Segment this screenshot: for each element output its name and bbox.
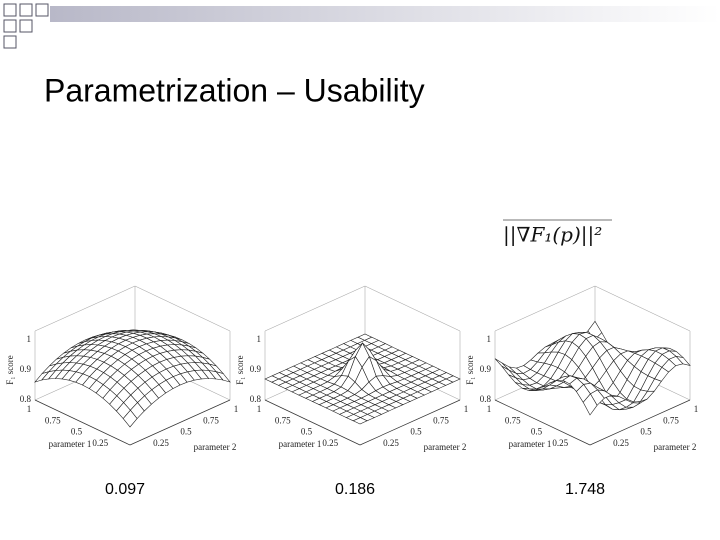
box-edge bbox=[34, 285, 136, 332]
y-tick-label: 0.25 bbox=[383, 438, 399, 448]
slide-title: Parametrization – Usability bbox=[44, 72, 425, 108]
y-axis-label: parameter 2 bbox=[654, 442, 697, 452]
z-tick-label: 1 bbox=[487, 334, 492, 344]
y-tick-label: 0.5 bbox=[640, 427, 652, 437]
axis-line bbox=[264, 399, 361, 446]
z-axis-label: F₁ score bbox=[5, 355, 15, 384]
surface-plot: 0.8 0.9 1 F₁ score 1 0.75 0.5 0.25 0.25 0.5 0.75 1 p… bbox=[5, 285, 239, 498]
axis-line bbox=[589, 399, 691, 446]
mesh-cell bbox=[122, 409, 138, 428]
x-tick-label: 0.75 bbox=[45, 415, 61, 425]
y-tick-label: 0.25 bbox=[153, 438, 169, 448]
y-axis-label: parameter 2 bbox=[424, 442, 467, 452]
y-tick-label: 0.75 bbox=[433, 415, 449, 425]
y-tick-label: 0.5 bbox=[410, 427, 422, 437]
x-tick-label: 0.75 bbox=[505, 415, 521, 425]
surface-mesh bbox=[34, 329, 231, 428]
x-tick-label: 0.25 bbox=[92, 438, 108, 448]
caption: 0.186 bbox=[335, 481, 375, 498]
mesh-cell bbox=[582, 393, 598, 416]
box-edge bbox=[364, 285, 461, 332]
z-axis-label: F₁ score bbox=[235, 355, 245, 384]
formula: ||∇F₁(p)||² bbox=[503, 223, 602, 248]
mesh-cell bbox=[352, 417, 368, 425]
x-tick-label: 0.5 bbox=[71, 427, 83, 437]
y-tick-label: 0.5 bbox=[180, 427, 192, 437]
x-axis-label: parameter 1 bbox=[279, 439, 322, 449]
header-decoration bbox=[3, 3, 720, 49]
x-tick-label: 0.75 bbox=[275, 415, 291, 425]
z-tick-label: 0.8 bbox=[20, 394, 32, 404]
z-tick-label: 1 bbox=[257, 334, 262, 344]
surface-plot: 0.8 0.9 1 F₁ score 1 0.75 0.5 0.25 0.25 0.5 0.75 1 p… bbox=[235, 285, 469, 498]
x-tick-label: 1 bbox=[487, 404, 492, 414]
z-axis-label: F₁ score bbox=[465, 355, 475, 384]
surface-mesh bbox=[494, 320, 691, 416]
y-axis-label: parameter 2 bbox=[194, 442, 237, 452]
box-edge bbox=[134, 285, 231, 332]
surface-plot: 0.8 0.9 1 F₁ score 1 0.75 0.5 0.25 0.25 0.5 0.75 1 p… bbox=[465, 285, 699, 498]
x-tick-label: 1 bbox=[27, 404, 32, 414]
y-tick-label: 1 bbox=[234, 404, 239, 414]
surface-mesh bbox=[264, 333, 461, 425]
z-tick-label: 0.8 bbox=[250, 394, 262, 404]
z-tick-label: 0.9 bbox=[480, 364, 492, 374]
x-axis-label: parameter 1 bbox=[49, 439, 92, 449]
axis-line bbox=[359, 399, 461, 446]
axis-line bbox=[34, 399, 131, 446]
box-edge bbox=[494, 285, 596, 332]
z-tick-label: 0.9 bbox=[250, 364, 262, 374]
y-tick-label: 1 bbox=[464, 404, 469, 414]
x-tick-label: 0.5 bbox=[531, 427, 543, 437]
plots: 0.8 0.9 1 F₁ score 1 0.75 0.5 0.25 0.25 0.5 0.75 1 p… bbox=[5, 285, 699, 498]
box-edge bbox=[264, 285, 366, 332]
caption: 0.097 bbox=[105, 481, 145, 498]
caption: 1.748 bbox=[565, 481, 605, 498]
y-tick-label: 1 bbox=[694, 404, 699, 414]
z-tick-label: 1 bbox=[27, 334, 32, 344]
x-tick-label: 1 bbox=[257, 404, 262, 414]
mesh-cell bbox=[494, 358, 510, 371]
box-edge bbox=[594, 285, 691, 332]
y-tick-label: 0.75 bbox=[663, 415, 679, 425]
axis-line bbox=[129, 399, 231, 446]
x-tick-label: 0.5 bbox=[301, 427, 313, 437]
x-tick-label: 0.25 bbox=[552, 438, 568, 448]
x-tick-label: 0.25 bbox=[322, 438, 338, 448]
z-tick-label: 0.9 bbox=[20, 364, 32, 374]
y-tick-label: 0.75 bbox=[203, 415, 219, 425]
x-axis-label: parameter 1 bbox=[509, 439, 552, 449]
z-tick-label: 0.8 bbox=[480, 394, 492, 404]
y-tick-label: 0.25 bbox=[613, 438, 629, 448]
axis-line bbox=[494, 399, 591, 446]
